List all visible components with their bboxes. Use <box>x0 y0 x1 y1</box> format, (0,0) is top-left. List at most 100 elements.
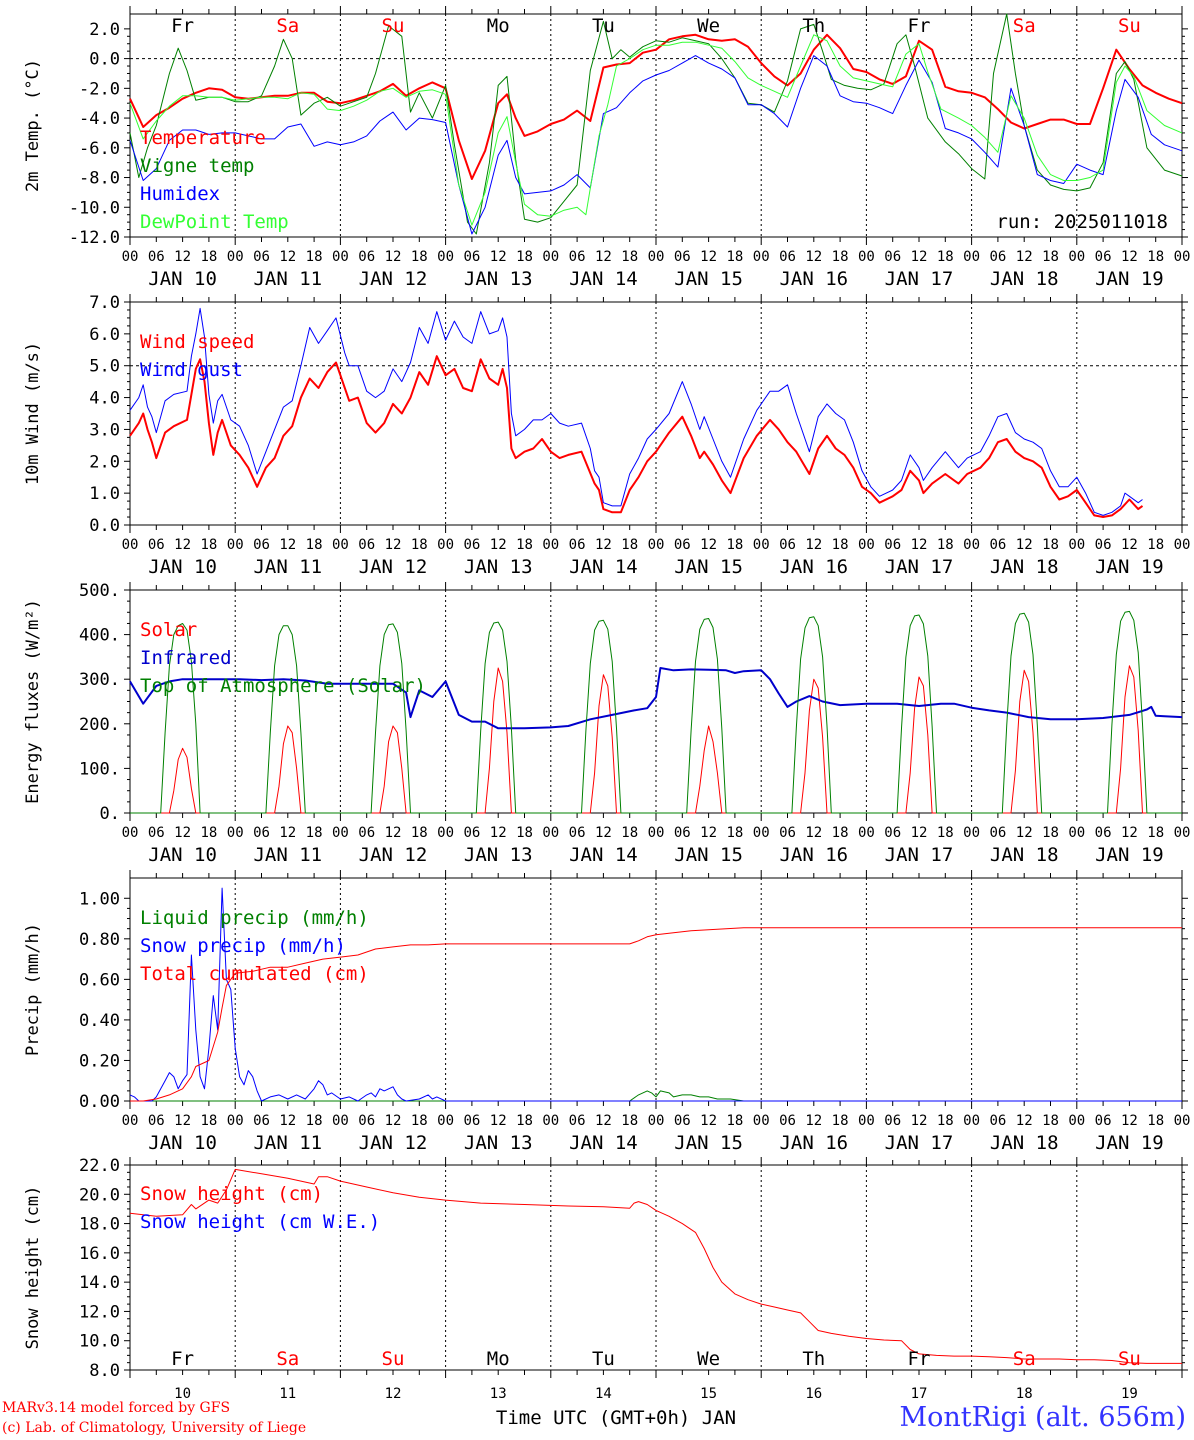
x-date-label: JAN 14 <box>569 844 638 866</box>
series-line <box>129 1168 1182 1364</box>
day-name-label: Mo <box>487 15 510 37</box>
lab-credit: (c) Lab. of Climatology, University of L… <box>2 1420 307 1436</box>
y-axis-label: Snow height (cm) <box>23 1186 43 1350</box>
y-tick-label: 0.00 <box>79 1092 120 1112</box>
x-hour-label: 18 <box>411 249 428 265</box>
series-line <box>130 927 1182 1102</box>
x-hour-label: 00 <box>753 537 770 553</box>
x-hour-label: 06 <box>779 825 796 841</box>
x-date-label: JAN 17 <box>885 844 954 866</box>
y-tick-label: 2.0 <box>89 452 120 472</box>
series-line <box>129 34 1183 226</box>
x-hour-label: 06 <box>569 537 586 553</box>
x-date-label: JAN 11 <box>253 1132 322 1154</box>
day-name-label: Su <box>382 1348 405 1370</box>
legend-entry: DewPoint Temp <box>140 211 289 233</box>
x-hour-label: 18 <box>1147 825 1164 841</box>
x-hour-label: 06 <box>148 249 165 265</box>
x-date-label: JAN 19 <box>1095 844 1164 866</box>
x-hour-label: 18 <box>411 1113 428 1129</box>
day-name-label: Su <box>1118 1348 1141 1370</box>
legend-entry: Snow precip (mm/h) <box>140 935 346 957</box>
x-hour-label: 06 <box>358 249 375 265</box>
y-tick-label: -6.0 <box>79 139 120 159</box>
x-date-label: JAN 18 <box>990 844 1059 866</box>
x-hour-label: 18 <box>726 537 743 553</box>
day-number-label: 13 <box>490 1386 507 1402</box>
x-date-label: JAN 17 <box>885 556 954 578</box>
panel-5: 8.0 10.0 12.0 14.0 16.0 18.0 20.0 22.0 Snow heig… <box>23 1156 1188 1429</box>
x-hour-label: 06 <box>358 1113 375 1129</box>
day-number-label: 14 <box>595 1386 612 1402</box>
x-hour-label: 18 <box>200 537 217 553</box>
day-name-label: Fr <box>908 15 931 37</box>
day-name-label: Th <box>802 15 825 37</box>
x-hour-label: 12 <box>490 249 507 265</box>
x-hour-label: 06 <box>884 249 901 265</box>
series-line <box>129 55 1183 235</box>
legend-entry: Humidex <box>140 183 220 205</box>
x-hour-label: 12 <box>1121 1113 1138 1129</box>
x-hour-label: 06 <box>989 537 1006 553</box>
x-hour-label: 06 <box>569 825 586 841</box>
legend-entry: Vigne temp <box>140 155 254 177</box>
x-hour-label: 12 <box>1016 249 1033 265</box>
y-tick-label: -10.0 <box>69 198 120 218</box>
x-date-label: JAN 16 <box>779 268 848 290</box>
x-hour-label: 12 <box>911 249 928 265</box>
x-hour-label: 12 <box>595 825 612 841</box>
x-date-label: JAN 14 <box>569 1132 638 1154</box>
x-hour-label: 18 <box>411 825 428 841</box>
day-name-label: We <box>697 1348 720 1370</box>
x-hour-label: 18 <box>832 537 849 553</box>
day-number-label: 19 <box>1121 1386 1138 1402</box>
x-hour-label: 12 <box>700 249 717 265</box>
x-hour-label: 00 <box>963 825 980 841</box>
x-date-label: JAN 12 <box>359 1132 428 1154</box>
x-hour-label: 18 <box>1042 249 1059 265</box>
day-name-label: Fr <box>171 15 194 37</box>
x-date-label: JAN 16 <box>779 556 848 578</box>
x-date-label: JAN 11 <box>253 556 322 578</box>
y-tick-label: 8.0 <box>89 1361 120 1381</box>
y-axis-label: Precip (mm/h) <box>23 923 43 1056</box>
x-hour-label: 00 <box>963 249 980 265</box>
y-tick-label: -4.0 <box>79 109 120 129</box>
y-axis-label: Energy fluxes (W/m²) <box>23 599 43 804</box>
x-date-label: JAN 12 <box>359 556 428 578</box>
y-tick-label: 400. <box>79 626 120 646</box>
y-tick-label: 16.0 <box>79 1244 120 1264</box>
x-hour-label: 00 <box>122 825 139 841</box>
x-hour-label: 00 <box>858 249 875 265</box>
site-name: MontRigi (alt. 656m) <box>899 1402 1186 1433</box>
x-hour-label: 18 <box>621 1113 638 1129</box>
y-tick-label: 0.40 <box>79 1011 120 1031</box>
x-hour-label: 06 <box>253 1113 270 1129</box>
x-hour-label: 06 <box>148 537 165 553</box>
x-date-label: JAN 12 <box>359 268 428 290</box>
x-hour-label: 00 <box>1174 249 1191 265</box>
x-date-label: JAN 13 <box>464 844 533 866</box>
x-hour-label: 00 <box>332 825 349 841</box>
x-hour-label: 00 <box>753 1113 770 1129</box>
x-hour-label: 00 <box>437 825 454 841</box>
y-tick-label: 2.0 <box>89 20 120 40</box>
y-tick-label: 22.0 <box>79 1156 120 1176</box>
x-date-label: JAN 19 <box>1095 1132 1164 1154</box>
y-tick-label: 18.0 <box>79 1215 120 1235</box>
x-axis-title: Time UTC (GMT+0h) JAN <box>496 1407 736 1429</box>
x-hour-label: 12 <box>700 1113 717 1129</box>
x-hour-label: 00 <box>648 537 665 553</box>
x-hour-label: 06 <box>253 249 270 265</box>
x-hour-label: 00 <box>753 825 770 841</box>
y-tick-label: 0.60 <box>79 970 120 990</box>
x-hour-label: 12 <box>279 537 296 553</box>
x-date-label: JAN 12 <box>359 844 428 866</box>
x-hour-label: 18 <box>200 1113 217 1129</box>
x-hour-label: 12 <box>385 825 402 841</box>
legend-entry: Solar <box>140 619 197 641</box>
x-hour-label: 00 <box>332 249 349 265</box>
x-hour-label: 06 <box>1095 249 1112 265</box>
x-hour-label: 12 <box>174 537 191 553</box>
